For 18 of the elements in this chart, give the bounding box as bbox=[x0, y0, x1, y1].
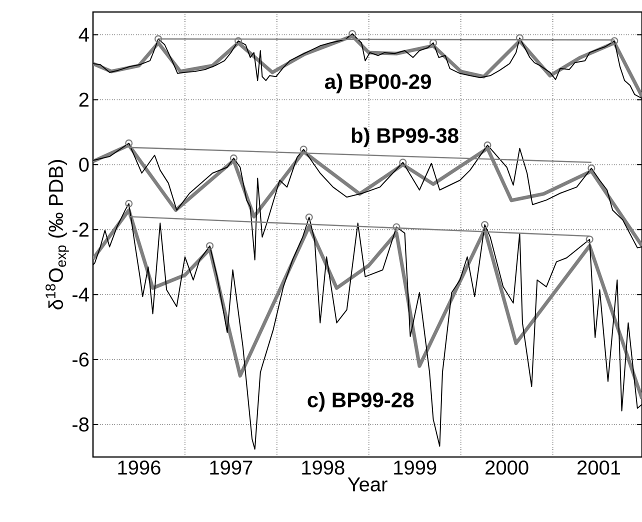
x-axis-title: Year bbox=[348, 478, 388, 492]
series-label: c) BP99-28 bbox=[308, 392, 414, 412]
x-tick-label: 1998 bbox=[302, 460, 344, 475]
x-tick-label: 2000 bbox=[486, 460, 528, 475]
y-axis-title: δ$^{18}$O$_{exp}$ (‰ PDB) bbox=[46, 160, 69, 310]
y-tick-label: -8 bbox=[72, 417, 89, 432]
y-tick-label: 0 bbox=[79, 158, 89, 172]
y-tick-label: -2 bbox=[72, 222, 88, 237]
y-tick-label: 2 bbox=[79, 92, 88, 107]
x-tick-label: 2001 bbox=[578, 460, 620, 475]
y-tick-label: -6 bbox=[72, 352, 89, 367]
series-label: b) BP99-38 bbox=[352, 128, 458, 148]
y-tick-label: 4 bbox=[78, 28, 89, 42]
x-tick-label: 1996 bbox=[118, 460, 160, 475]
series-label: a) BP00-29 bbox=[324, 74, 431, 94]
x-tick-label: 1997 bbox=[210, 460, 252, 475]
y-tick-label: -4 bbox=[72, 288, 89, 302]
x-tick-label: 1999 bbox=[394, 460, 436, 475]
